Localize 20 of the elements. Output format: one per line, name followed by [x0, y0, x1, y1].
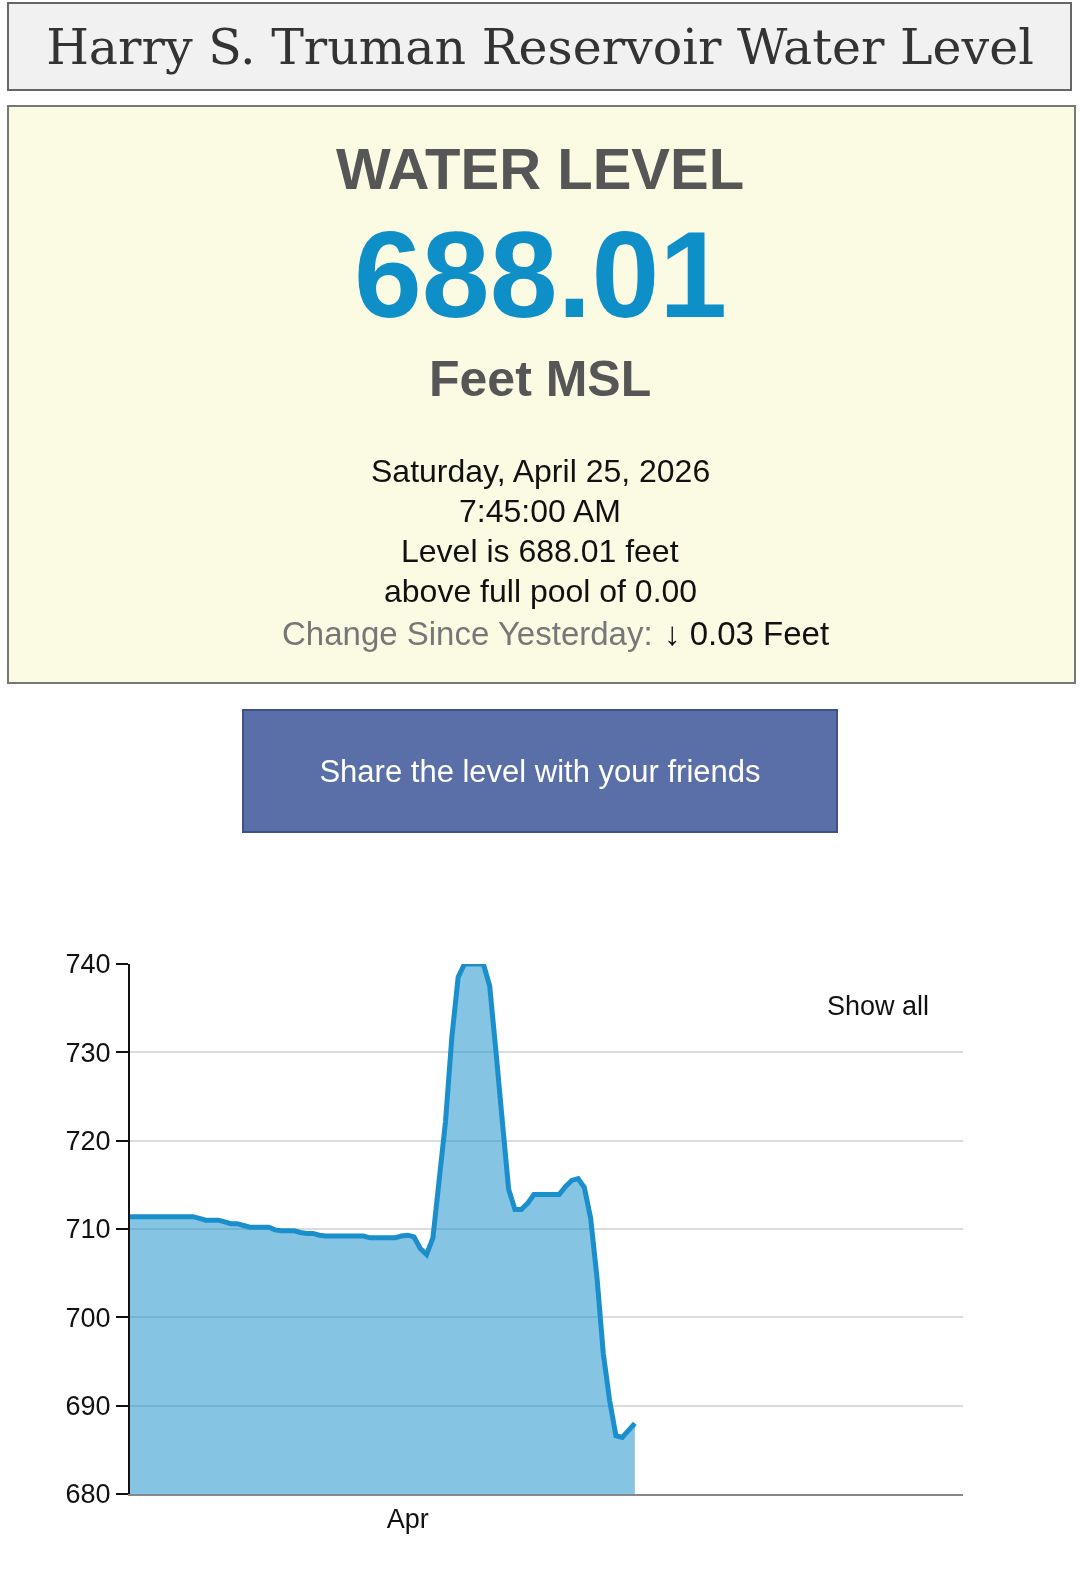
text: Saturday, April 25, 2026 [371, 453, 711, 489]
chart-title: Harry S. Truman Reservoir Water Level [46, 19, 1034, 77]
text: Level is 688.01 feet [401, 533, 679, 569]
y-tick-label: 730 [65, 1037, 111, 1068]
annotation: Show all [827, 991, 930, 1021]
text: above full pool of 0.00 [384, 573, 698, 609]
text: Feet MSL [429, 351, 652, 407]
y-tick-label: 740 [65, 949, 111, 980]
y-tick-label: 680 [65, 1479, 111, 1510]
y-tick-label: 690 [65, 1391, 111, 1422]
y-tick-label: 720 [65, 1126, 111, 1157]
x-tick-label: Apr [386, 1504, 429, 1535]
text: 7:45:00 AM [459, 493, 621, 529]
text: Change Since Yesterday: [282, 615, 653, 652]
text: 688.01 [354, 207, 728, 343]
y-tick-label: 700 [65, 1302, 111, 1333]
y-tick-label: 710 [65, 1214, 111, 1245]
text: ↓ 0.03 Feet [664, 615, 830, 652]
text: WATER LEVEL [336, 136, 745, 201]
text: Share the level with your friends [319, 753, 761, 789]
